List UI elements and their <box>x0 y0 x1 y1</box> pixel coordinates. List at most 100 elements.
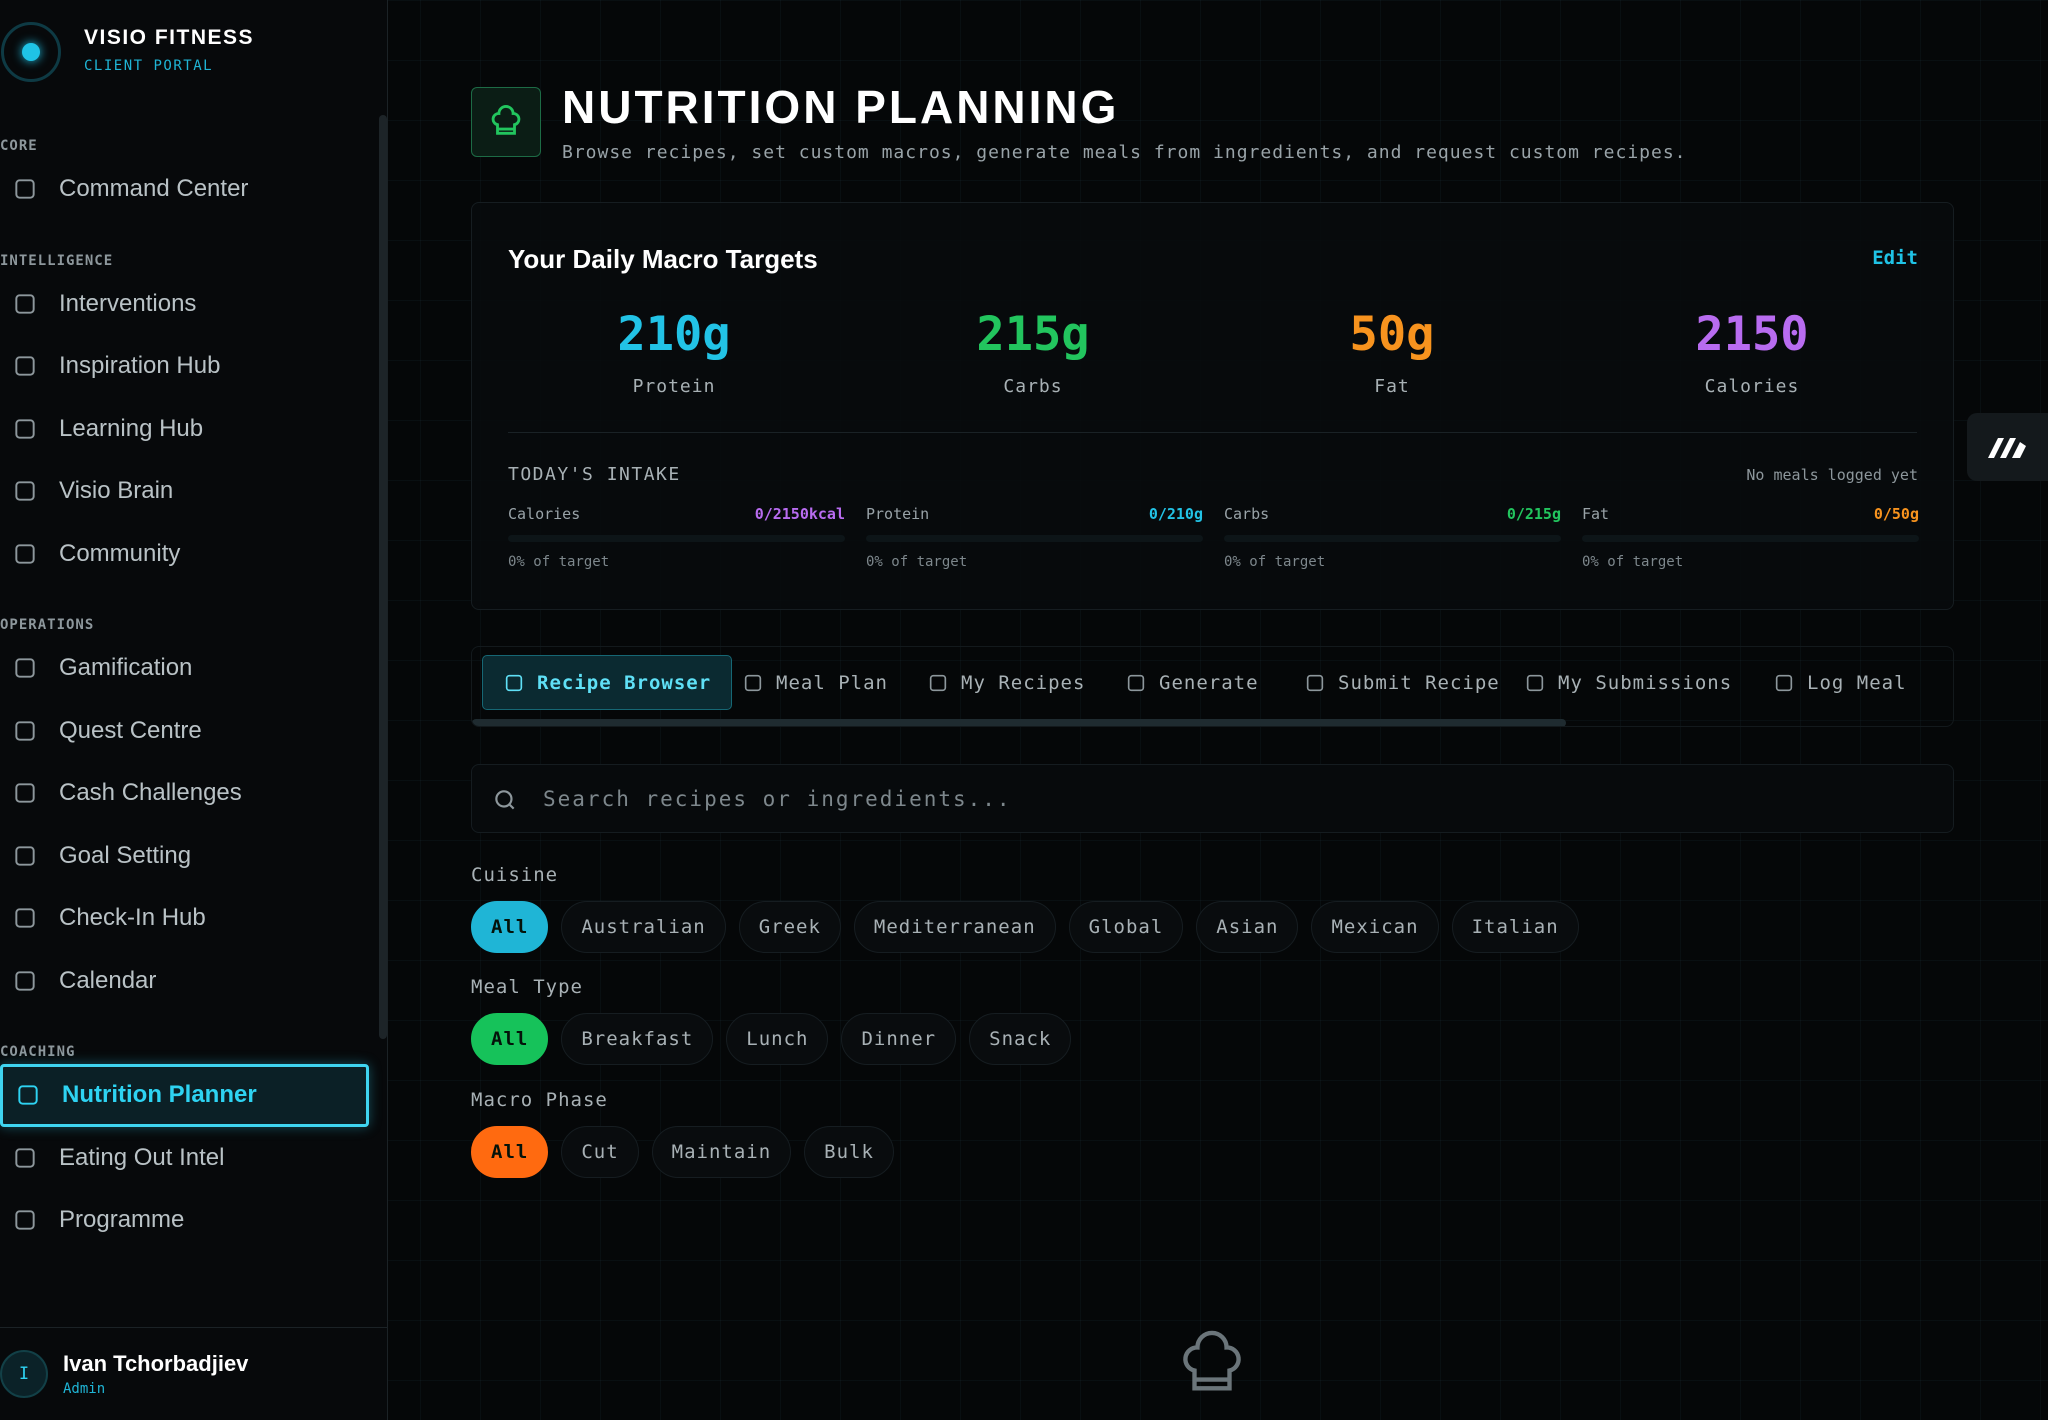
nav-item[interactable]: Command Center <box>0 158 370 221</box>
icon <box>15 419 35 439</box>
intake-row: Calories 0/2150kcal <box>508 505 845 523</box>
header-icon <box>471 87 541 157</box>
nav-item[interactable]: Inspiration Hub <box>0 335 370 398</box>
macro-label: Protein <box>632 376 716 397</box>
icon <box>1306 674 1324 691</box>
filter-chip[interactable]: Italian <box>1451 901 1579 953</box>
filter-chip[interactable]: All <box>471 901 549 953</box>
intake-item: Calories 0/2150kcal 0% of target <box>508 505 845 570</box>
filter-chip[interactable]: Mexican <box>1311 901 1439 953</box>
progress-bar <box>866 535 1203 542</box>
nav-item[interactable]: Gamification <box>0 637 370 700</box>
nav-item[interactable]: Interventions <box>0 273 370 336</box>
intake-status: No meals logged yet <box>1746 466 1918 484</box>
tab[interactable]: My Recipes <box>907 655 1105 710</box>
intake-note: 0% of target <box>508 554 610 570</box>
nav-item[interactable]: Goal Setting <box>0 825 370 888</box>
user-panel[interactable]: I Ivan Tchorbadjiev Admin <box>0 1327 388 1420</box>
icon <box>15 294 35 314</box>
filter-chip[interactable]: Breakfast <box>561 1013 714 1065</box>
nav-item[interactable]: Visio Brain <box>0 460 370 523</box>
tab-label: My Submissions <box>1558 671 1733 694</box>
icon <box>18 1085 38 1105</box>
filter-chip[interactable]: All <box>471 1126 549 1178</box>
filter-chip[interactable]: Maintain <box>651 1126 792 1178</box>
filter-chips: All Australian Greek Mediterranean Global Asi… <box>471 901 1579 953</box>
macro-value: 2150 <box>1695 307 1809 362</box>
nav-item[interactable]: Nutrition Planner <box>0 1064 369 1127</box>
nav-item[interactable]: Eating Out Intel <box>0 1127 370 1190</box>
intake-note: 0% of target <box>1224 554 1326 570</box>
icon <box>15 721 35 741</box>
nav-label: Learning Hub <box>59 414 204 442</box>
nav-label: Visio Brain <box>59 477 174 505</box>
intake-row: Carbs 0/215g <box>1224 505 1561 523</box>
progress-bar <box>1224 535 1561 542</box>
nav-label: Inspiration Hub <box>59 352 221 380</box>
nav-item[interactable]: Learning Hub <box>0 398 370 461</box>
search-box[interactable]: Search recipes or ingredients... <box>471 764 1954 833</box>
icon <box>505 674 523 691</box>
nav-item[interactable]: Programme <box>0 1189 370 1252</box>
nav-label: Gamification <box>59 654 193 682</box>
nav-item[interactable]: Quest Centre <box>0 700 370 763</box>
tab[interactable]: Submit Recipe <box>1284 655 1520 710</box>
tab[interactable]: My Submissions <box>1504 655 1752 710</box>
intake-item: Protein 0/210g 0% of target <box>866 505 1203 570</box>
macro-target: 50g Fat <box>1242 307 1542 397</box>
nav-label: Interventions <box>59 289 197 317</box>
icon <box>744 674 762 691</box>
filter-chip[interactable]: All <box>471 1013 549 1065</box>
intake-label: Carbs <box>1224 505 1270 523</box>
macro-label: Carbs <box>1003 376 1063 397</box>
tab-label: Generate <box>1159 671 1259 694</box>
filter-chip[interactable]: Mediterranean <box>853 901 1056 953</box>
filter-chip[interactable]: Asian <box>1196 901 1299 953</box>
filter-chip[interactable]: Global <box>1068 901 1184 953</box>
filter-chip[interactable]: Dinner <box>841 1013 957 1065</box>
nav-label: Community <box>59 539 181 567</box>
tab[interactable]: Recipe Browser <box>482 655 733 710</box>
filter-chip[interactable]: Bulk <box>804 1126 894 1178</box>
filter-label: Meal Type <box>471 976 583 998</box>
filter-chip[interactable]: Snack <box>969 1013 1072 1065</box>
intake-note: 0% of target <box>866 554 968 570</box>
nav-item[interactable]: Community <box>0 523 370 586</box>
intake-amount: 0/210g <box>1148 505 1203 523</box>
tab[interactable]: Generate <box>1105 655 1279 710</box>
nav-label: Quest Centre <box>59 716 202 744</box>
section-label: OPERATIONS <box>0 617 95 633</box>
nav-item[interactable]: Calendar <box>0 950 370 1013</box>
nav-label: Programme <box>59 1206 185 1234</box>
tab-label: Submit Recipe <box>1338 671 1500 694</box>
filter-chip[interactable]: Australian <box>561 901 726 953</box>
icon <box>1526 674 1544 691</box>
tab[interactable]: Log Meal <box>1753 655 1927 710</box>
nav-label: Eating Out Intel <box>59 1143 225 1171</box>
nav-item[interactable]: Cash Challenges <box>0 762 370 825</box>
edit-button[interactable]: Edit <box>1872 247 1918 269</box>
icon <box>1127 674 1145 691</box>
progress-bar <box>1582 535 1919 542</box>
section-label: COACHING <box>0 1044 76 1060</box>
brand-subtitle: CLIENT PORTAL <box>84 58 214 74</box>
floating-button[interactable] <box>1967 413 2048 481</box>
intake-title: TODAY'S INTAKE <box>508 464 681 485</box>
icon <box>15 908 35 928</box>
nav-label: Check-In Hub <box>59 904 206 932</box>
page-description: Browse recipes, set custom macros, gener… <box>562 142 1687 163</box>
nav-item[interactable]: Check-In Hub <box>0 887 370 950</box>
tab-label: My Recipes <box>961 671 1086 694</box>
avatar: I <box>0 1350 48 1398</box>
filter-label: Cuisine <box>471 864 559 886</box>
intake-item: Carbs 0/215g 0% of target <box>1224 505 1561 570</box>
filter-chip[interactable]: Cut <box>561 1126 639 1178</box>
macro-label: Fat <box>1374 376 1410 397</box>
brand: VISIO FITNESS <box>84 26 255 49</box>
tab[interactable]: Meal Plan <box>722 655 908 710</box>
intake-label: Protein <box>866 505 930 523</box>
filter-chip[interactable]: Lunch <box>726 1013 829 1065</box>
user-name: Ivan Tchorbadjiev <box>63 1351 249 1376</box>
scrollbar <box>379 115 387 1039</box>
filter-chip[interactable]: Greek <box>738 901 841 953</box>
